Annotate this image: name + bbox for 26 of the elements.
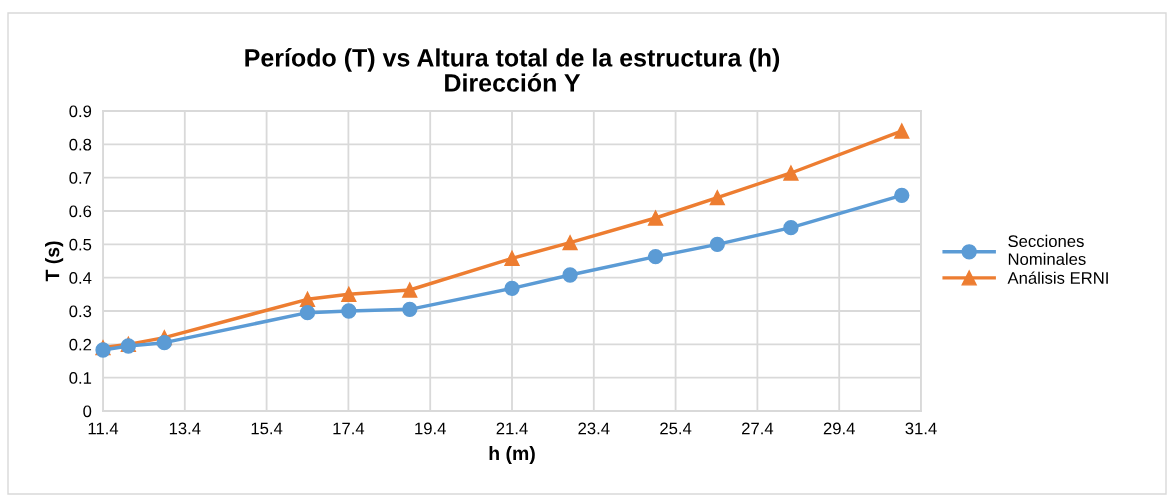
- legend-label: Secciones Nominales: [1008, 234, 1086, 266]
- x-tick-label: 27.4: [742, 422, 774, 435]
- y-tick-label: 0.8: [69, 138, 92, 151]
- y-tick-label: 0.6: [69, 205, 92, 218]
- chart-title: Período (T) vs Altura total de la estructura (h) Dirección Y: [245, 48, 780, 92]
- y-tick-label: 0.7: [69, 172, 92, 184]
- x-axis-title: h (m): [489, 445, 535, 465]
- x-tick-label: 19.4: [415, 422, 446, 435]
- y-tick-label: 0.4: [69, 272, 92, 284]
- x-tick-label: 25.4: [660, 422, 692, 435]
- y-tick-label: 0: [83, 405, 92, 418]
- x-tick-label: 11.4: [88, 422, 119, 435]
- y-tick-label: 0.3: [69, 305, 92, 318]
- x-tick-label: 23.4: [578, 422, 610, 435]
- y-tick-label: 0.5: [69, 238, 92, 251]
- x-tick-label: 31.4: [905, 422, 937, 435]
- y-axis-title: T (s): [45, 241, 64, 282]
- x-tick-label: 15.4: [251, 422, 283, 435]
- x-tick-label: 21.4: [496, 422, 528, 435]
- y-tick-label: 0.2: [69, 338, 92, 351]
- x-tick-label: 17.4: [333, 422, 365, 435]
- x-tick-label: 13.4: [169, 422, 201, 435]
- x-tick-label: 29.4: [823, 422, 855, 435]
- y-tick-label: 0.9: [69, 105, 92, 118]
- y-tick-label: 0.1: [69, 372, 92, 384]
- legend-label: Análisis ERNI: [1007, 271, 1108, 284]
